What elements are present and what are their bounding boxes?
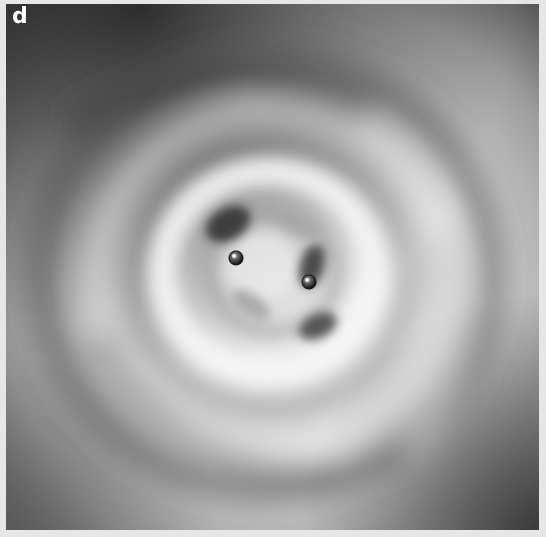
photo-rendering (6, 4, 539, 530)
panel-label: d (12, 4, 28, 29)
grain-overlay (6, 4, 539, 530)
grayscale-photo (6, 4, 539, 530)
